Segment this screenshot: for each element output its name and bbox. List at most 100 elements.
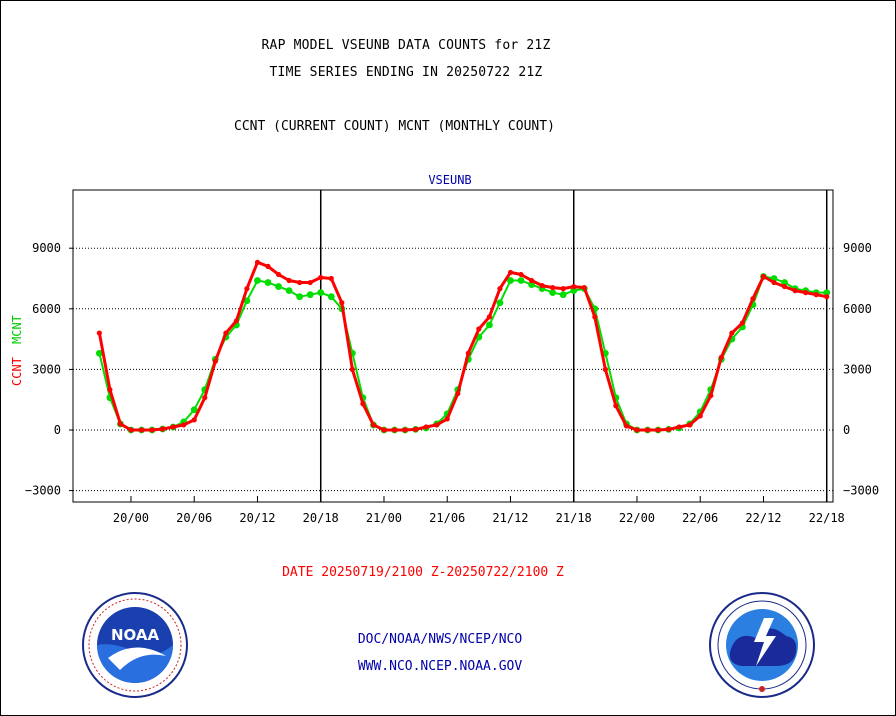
data-point-ccnt (275, 271, 282, 278)
data-point-ccnt (349, 366, 355, 372)
data-point-ccnt (560, 286, 566, 292)
data-point-ccnt (666, 426, 672, 432)
data-point-ccnt (592, 314, 598, 320)
data-point-ccnt (286, 277, 292, 284)
date-range-label: DATE 20250719/2100 Z-20250722/2100 Z (282, 565, 564, 580)
data-point-mcnt (254, 277, 261, 284)
data-point-mcnt (327, 293, 335, 301)
data-point-ccnt (824, 294, 830, 300)
y-tick-label-left: 9000 (32, 241, 61, 255)
data-point-ccnt (750, 296, 756, 302)
data-point-ccnt (339, 300, 345, 306)
data-point-ccnt (760, 273, 767, 280)
data-point-ccnt (223, 330, 229, 336)
y-tick-label-right: −3000 (843, 484, 879, 498)
data-point-ccnt (423, 424, 429, 430)
data-point-ccnt (360, 401, 366, 407)
noaa-logo-icon: NOAA (82, 592, 188, 698)
data-point-ccnt (381, 427, 387, 433)
data-point-ccnt (444, 416, 450, 422)
org-link[interactable]: DOC/NOAA/NWS/NCEP/NCO (357, 632, 523, 647)
data-point-ccnt (117, 421, 124, 427)
chart-title-line2: TIME SERIES ENDING IN 20250722 21Z (269, 65, 543, 80)
data-point-ccnt (676, 424, 682, 430)
data-point-ccnt (792, 288, 798, 294)
data-point-mcnt (549, 289, 557, 297)
x-tick-label: 21/12 (492, 511, 528, 525)
data-point-ccnt (265, 263, 271, 269)
data-point-ccnt (602, 366, 608, 372)
data-point-ccnt (781, 283, 788, 290)
data-point-ccnt (644, 427, 651, 433)
data-point-ccnt (434, 422, 440, 428)
y-tick-label-right: 3000 (843, 362, 872, 376)
data-point-ccnt (581, 284, 587, 291)
x-tick-label: 21/00 (366, 511, 402, 525)
data-point-ccnt (539, 282, 545, 289)
data-point-ccnt (160, 426, 166, 432)
data-point-ccnt (655, 427, 661, 433)
data-point-ccnt (571, 283, 577, 290)
nws-logo-icon (709, 592, 815, 698)
y-tick-label-left: 3000 (32, 362, 61, 376)
data-point-mcnt (517, 277, 525, 284)
data-point-ccnt (465, 350, 471, 356)
website-link[interactable]: WWW.NCO.NCEP.NOAA.GOV (357, 659, 523, 674)
x-tick-label: 22/18 (809, 511, 845, 525)
data-point-mcnt (264, 279, 272, 286)
data-point-ccnt (191, 417, 197, 423)
x-tick-label: 21/06 (429, 511, 465, 525)
chart-subtitle: CCNT (CURRENT COUNT) MCNT (MONTHLY COUNT… (234, 119, 555, 134)
data-point-mcnt (190, 406, 198, 414)
data-point-ccnt (729, 330, 735, 336)
data-point-mcnt (285, 287, 293, 295)
data-point-ccnt (813, 292, 819, 298)
data-point-ccnt (391, 427, 398, 433)
data-point-ccnt (803, 290, 809, 296)
x-tick-label: 22/06 (682, 511, 718, 525)
y-tick-label-right: 0 (843, 423, 850, 437)
x-tick-label: 20/18 (303, 511, 339, 525)
data-point-mcnt (275, 283, 282, 290)
data-point-mcnt (496, 299, 504, 307)
plot-box (72, 189, 834, 503)
data-point-mcnt (507, 277, 514, 284)
x-tick-label: 20/12 (239, 511, 275, 525)
data-point-mcnt (296, 293, 304, 301)
data-point-ccnt (476, 326, 482, 332)
data-point-ccnt (518, 271, 524, 278)
y-tick-label-left: 0 (54, 423, 61, 437)
series-line-ccnt (97, 260, 827, 432)
x-tick-label: 21/18 (556, 511, 592, 525)
data-point-ccnt (455, 391, 461, 397)
data-point-mcnt (306, 291, 314, 299)
data-point-ccnt (244, 286, 250, 292)
data-point-ccnt (708, 393, 714, 399)
data-point-ccnt (486, 314, 492, 320)
data-point-ccnt (413, 426, 419, 432)
noaa-text: NOAA (111, 626, 160, 644)
data-point-ccnt (634, 427, 640, 433)
data-point-ccnt (254, 259, 261, 265)
x-tick-label: 22/00 (619, 511, 655, 525)
data-point-ccnt (107, 387, 113, 393)
data-point-mcnt (781, 279, 788, 286)
data-point-ccnt (307, 279, 313, 286)
panel-label: VSEUNB (428, 173, 471, 187)
data-point-ccnt (739, 320, 745, 326)
data-point-ccnt (623, 423, 630, 429)
y-tick-label-left: −3000 (25, 484, 61, 498)
data-point-ccnt (297, 279, 303, 286)
data-point-ccnt (181, 422, 187, 428)
data-point-ccnt (233, 318, 239, 324)
series-line-mcnt (98, 275, 827, 431)
data-point-mcnt (485, 321, 493, 329)
data-point-ccnt (507, 269, 514, 276)
data-point-ccnt (687, 422, 693, 428)
data-point-ccnt (128, 427, 134, 433)
data-point-ccnt (613, 403, 619, 409)
data-point-ccnt (149, 427, 155, 433)
data-point-ccnt (328, 275, 334, 282)
data-point-ccnt (96, 330, 102, 336)
